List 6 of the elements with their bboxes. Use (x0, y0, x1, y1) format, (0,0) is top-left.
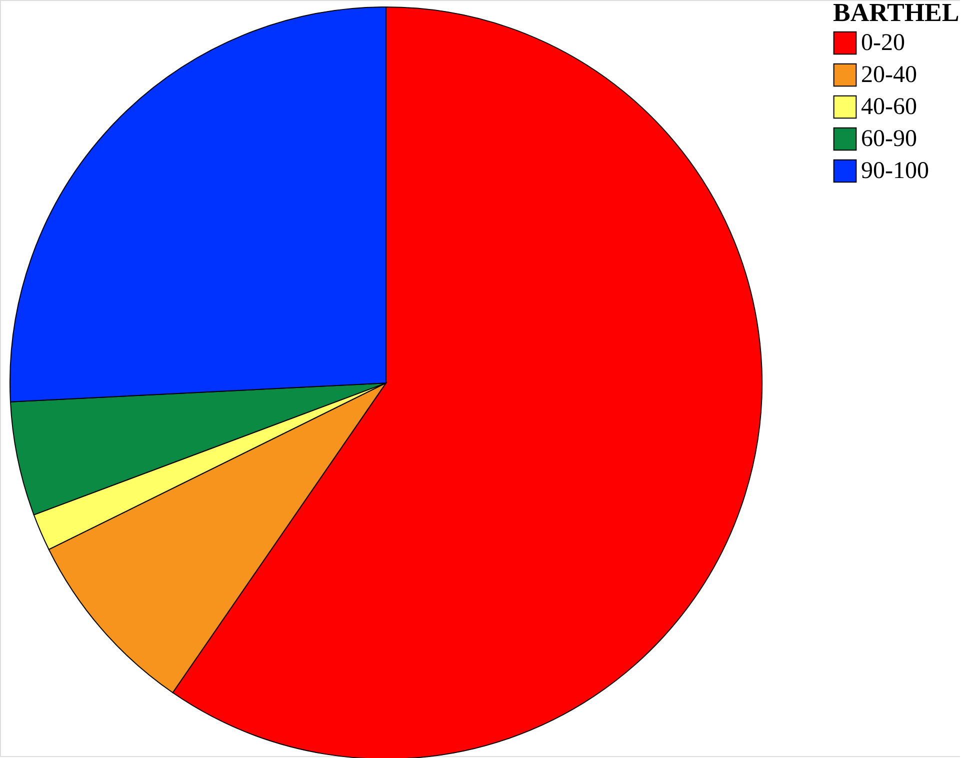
legend-label: 90-100 (861, 158, 929, 184)
legend-label: 20-40 (861, 62, 917, 88)
legend-label: 60-90 (861, 126, 917, 152)
legend-label: 40-60 (861, 94, 917, 120)
legend-label: 0-20 (861, 30, 905, 56)
legend-title: BARTHEL (833, 0, 960, 27)
